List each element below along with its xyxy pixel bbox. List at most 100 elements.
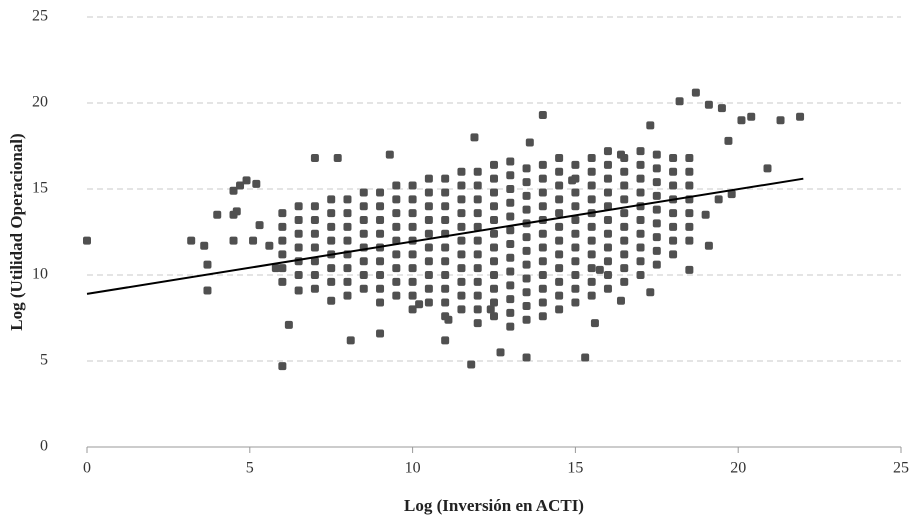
- point: [603, 284, 612, 293]
- point: [652, 219, 661, 228]
- x-axis-title: Log (Inversión en ACTI): [404, 496, 584, 515]
- point: [669, 181, 678, 190]
- point: [200, 241, 209, 250]
- point: [187, 236, 196, 245]
- point: [538, 202, 547, 211]
- point: [473, 236, 482, 245]
- point: [310, 215, 319, 224]
- point: [473, 181, 482, 190]
- point: [490, 271, 498, 279]
- y-tick-label: 10: [32, 266, 48, 283]
- point: [392, 222, 401, 231]
- point: [441, 188, 450, 197]
- point: [701, 210, 710, 219]
- point: [669, 250, 678, 259]
- point: [310, 229, 319, 238]
- point: [669, 154, 678, 163]
- point: [457, 222, 466, 231]
- point: [675, 97, 684, 106]
- point: [424, 298, 433, 307]
- point: [392, 236, 401, 245]
- point: [490, 202, 498, 211]
- point: [571, 215, 580, 224]
- point: [278, 362, 287, 371]
- x-tick-label: 5: [246, 460, 254, 477]
- point: [506, 171, 515, 180]
- point: [408, 195, 417, 204]
- point: [424, 202, 433, 211]
- point: [457, 167, 466, 176]
- point: [568, 176, 577, 185]
- point: [457, 181, 466, 190]
- point: [441, 257, 450, 266]
- point: [714, 195, 723, 204]
- point: [555, 181, 564, 190]
- point: [473, 319, 482, 328]
- point: [616, 296, 625, 305]
- point: [555, 195, 564, 204]
- y-tick-label: 5: [40, 352, 48, 369]
- x-tick-label: 0: [83, 460, 91, 477]
- point: [392, 195, 401, 204]
- point: [376, 188, 385, 197]
- point: [737, 116, 746, 125]
- point: [522, 301, 531, 310]
- point: [242, 176, 251, 185]
- point: [490, 298, 498, 307]
- point: [424, 174, 433, 183]
- point: [343, 277, 352, 286]
- x-tick-label: 20: [730, 460, 746, 477]
- y-tick-label: 20: [32, 94, 48, 111]
- x-tick-label: 15: [567, 460, 583, 477]
- point: [470, 133, 479, 142]
- point: [506, 322, 515, 331]
- point: [506, 267, 515, 276]
- point: [506, 226, 515, 235]
- point: [310, 202, 319, 211]
- point: [310, 257, 319, 266]
- point: [343, 291, 352, 300]
- point: [441, 202, 450, 211]
- point: [457, 250, 466, 259]
- point: [343, 209, 352, 218]
- point: [424, 215, 433, 224]
- point: [278, 222, 287, 231]
- point: [424, 257, 433, 266]
- point: [424, 188, 433, 197]
- point: [229, 236, 238, 245]
- point: [415, 300, 424, 309]
- point: [473, 209, 482, 218]
- point: [310, 243, 319, 252]
- point: [473, 167, 482, 176]
- y-tick-label: 25: [32, 8, 48, 25]
- point: [359, 202, 368, 211]
- point: [538, 298, 547, 307]
- point: [669, 167, 678, 176]
- y-tick-label: 0: [40, 438, 48, 455]
- point: [294, 271, 303, 279]
- point: [581, 353, 590, 362]
- point: [646, 121, 655, 130]
- point: [685, 181, 694, 190]
- point: [571, 229, 580, 238]
- point: [467, 360, 476, 369]
- point: [590, 319, 599, 328]
- point: [490, 215, 498, 224]
- point: [603, 202, 612, 211]
- point: [727, 190, 736, 199]
- point: [620, 277, 629, 286]
- point: [636, 243, 645, 252]
- point: [704, 100, 713, 109]
- point: [522, 315, 531, 324]
- point: [424, 229, 433, 238]
- point: [595, 265, 604, 274]
- point: [685, 154, 694, 163]
- point: [587, 154, 596, 163]
- point: [408, 291, 417, 300]
- point: [271, 264, 280, 273]
- point: [310, 284, 319, 293]
- point: [359, 215, 368, 224]
- point: [522, 178, 531, 187]
- point: [490, 174, 498, 183]
